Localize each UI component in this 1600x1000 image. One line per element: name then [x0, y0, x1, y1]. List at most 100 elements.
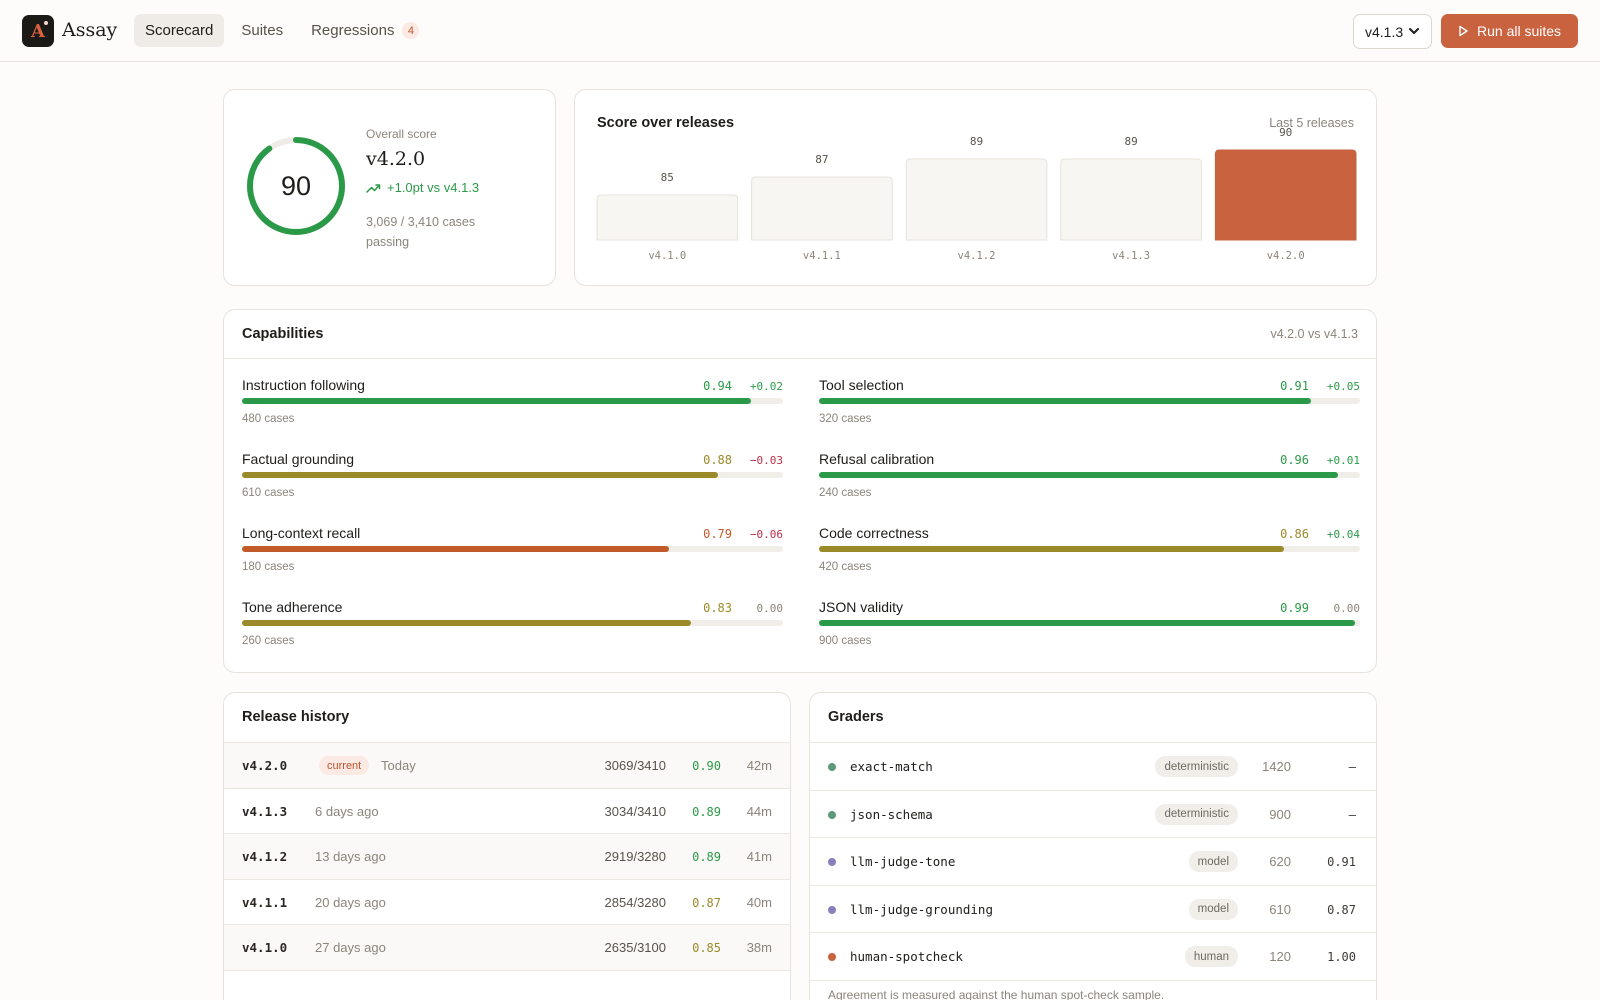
capability-score: 0.79 [703, 527, 732, 541]
capability-case-count: 480 cases [242, 413, 295, 425]
release-cases: 3069/3410 [604, 758, 666, 773]
capability-bar-track [819, 620, 1360, 626]
version-select-value: v4.1.3 [1365, 23, 1404, 40]
capability-bar-track [819, 472, 1360, 478]
overall-score-label: Overall score [366, 127, 437, 141]
capability-bar-track [242, 546, 783, 552]
grader-name: llm-judge-grounding [850, 901, 993, 917]
capability-name: Long-context recall [242, 525, 361, 541]
grader-status-dot [828, 905, 836, 914]
capability-case-count: 260 cases [242, 635, 295, 647]
release-version: v4.1.1 [242, 894, 288, 910]
capability-name: Refusal calibration [819, 451, 935, 467]
release-duration: 44m [746, 803, 772, 819]
release-date: 13 days ago [315, 849, 386, 865]
capability-delta: 0.00 [756, 602, 784, 615]
release-history-header: Release history [224, 693, 790, 743]
capabilities-title: Capabilities [242, 326, 324, 342]
grader-type-badge: deterministic [1155, 803, 1238, 825]
grader-agreement: — [1348, 760, 1356, 774]
nav-tab-scorecard[interactable]: Scorecard [134, 14, 225, 47]
capability-row: JSON validity 0.99 0.00 900 cases [819, 599, 1360, 669]
chart-subtitle: Last 5 releases [1269, 116, 1354, 130]
capability-bar-track [819, 546, 1360, 552]
chart-bar-v4.1.2[interactable] [905, 158, 1048, 241]
chart-tick-label: v4.1.3 [1112, 250, 1150, 262]
nav-tab-suites[interactable]: Suites [230, 14, 294, 47]
overall-score-value: 90 [280, 170, 312, 201]
brand-logo[interactable]: A [22, 15, 54, 47]
release-cases: 2919/3280 [604, 849, 666, 865]
current-badge: current [319, 756, 370, 775]
nav-tab-label: Regressions [311, 22, 395, 39]
grader-row[interactable]: llm-judge-grounding model 610 0.87 [810, 886, 1376, 934]
capability-case-count: 420 cases [819, 561, 872, 573]
chart-value-label: 85 [661, 171, 674, 184]
capability-delta: +0.02 [749, 380, 783, 393]
capability-score: 0.86 [1280, 527, 1309, 541]
capability-delta: 0.00 [1333, 602, 1361, 615]
grader-status-dot [828, 810, 836, 819]
release-row[interactable]: v4.2.0 current Today 3069/3410 0.90 42m [224, 743, 790, 789]
release-version: v4.1.3 [242, 803, 288, 819]
release-duration: 42m [746, 758, 772, 773]
capability-score: 0.88 [703, 453, 732, 467]
release-cases: 3034/3410 [604, 803, 666, 819]
release-row[interactable]: v4.1.1 20 days ago 2854/3280 0.87 40m [224, 880, 790, 926]
grader-name: exact-match [850, 759, 933, 774]
chart-bar-v4.1.1[interactable] [751, 176, 893, 241]
chart-bar-v4.2.0[interactable] [1214, 149, 1357, 241]
grader-agreement: — [1348, 807, 1356, 822]
capability-bar-fill [819, 398, 1312, 404]
capability-delta: +0.05 [1326, 380, 1360, 393]
release-history-title: Release history [242, 709, 350, 725]
chart-bar-v4.1.0[interactable] [596, 194, 739, 241]
release-row[interactable]: v4.1.2 13 days ago 2919/3280 0.89 41m [224, 834, 790, 880]
run-all-suites-button[interactable]: Run all suites [1441, 14, 1578, 48]
chart-value-label: 89 [1124, 135, 1137, 148]
capability-case-count: 320 cases [819, 413, 872, 425]
version-select[interactable]: v4.1.3 [1353, 14, 1432, 49]
capability-row: Tone adherence 0.83 0.00 260 cases [242, 599, 783, 669]
overall-delta: +1.0pt vs v4.1.3 [366, 180, 479, 195]
run-all-suites-label: Run all suites [1477, 23, 1562, 39]
capability-bar-fill [819, 620, 1355, 626]
graders-card: Graders exact-match deterministic 1420— jso… [809, 692, 1377, 1000]
capability-bar-track [242, 472, 783, 478]
score-ring-progress [247, 137, 345, 235]
release-score: 0.90 [692, 759, 721, 773]
release-version: v4.1.0 [242, 940, 288, 956]
score-ring [247, 137, 345, 235]
chart-bar-v4.1.3[interactable] [1060, 158, 1202, 241]
overall-delta-text: +1.0pt vs v4.1.3 [387, 180, 480, 195]
release-score: 0.89 [692, 850, 721, 865]
capability-name: Tool selection [819, 377, 904, 393]
grader-status-dot [828, 763, 836, 771]
capability-row: Refusal calibration 0.96 +0.01 240 cases [819, 451, 1360, 521]
release-version: v4.2.0 [242, 758, 288, 773]
capability-name: Code correctness [819, 525, 929, 541]
grader-row[interactable]: llm-judge-tone model 620 0.91 [810, 838, 1376, 886]
play-icon [1459, 25, 1468, 37]
grader-row[interactable]: human-spotcheck human 120 1.00 [810, 933, 1376, 981]
capabilities-card: Capabilities v4.2.0 vs v4.1.3 Instructio… [223, 309, 1377, 673]
grader-case-count: 620 [1269, 854, 1291, 870]
capability-row: Factual grounding 0.88 −0.03 610 cases [242, 451, 783, 521]
score-over-releases-card: Score over releases Last 5 releases 85 v4… [574, 89, 1377, 286]
graders-note: Agreement is measured against the human … [828, 988, 1165, 1000]
nav-tab-regressions[interactable]: Regressions 4 [300, 14, 430, 47]
release-row[interactable]: v4.1.0 27 days ago 2635/3100 0.85 38m [224, 925, 790, 971]
main-nav: Scorecard Suites Regressions 4 [134, 14, 430, 47]
grader-case-count: 120 [1269, 949, 1291, 965]
release-row[interactable]: v4.1.3 6 days ago 3034/3410 0.89 44m [224, 789, 790, 835]
capabilities-header: Capabilities v4.2.0 vs v4.1.3 [224, 310, 1376, 359]
capability-name: Tone adherence [242, 599, 343, 615]
grader-row[interactable]: exact-match deterministic 1420 — [810, 743, 1376, 791]
grader-type-badge: model [1188, 898, 1238, 920]
capability-name: Instruction following [242, 377, 365, 393]
regressions-count-badge: 4 [402, 22, 420, 39]
grader-row[interactable]: json-schema deterministic 900 — [810, 791, 1376, 839]
chart-tick-label: v4.1.1 [803, 250, 841, 262]
release-duration: 38m [746, 940, 772, 956]
capability-score: 0.83 [703, 601, 732, 615]
